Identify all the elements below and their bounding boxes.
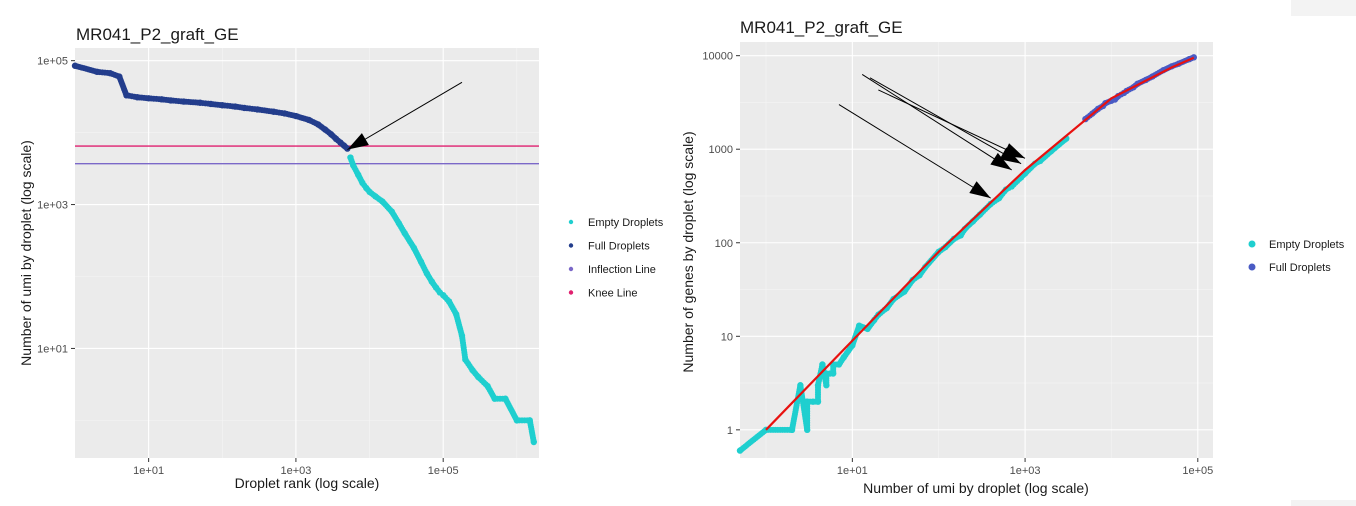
y-tick-label: 1000 xyxy=(709,144,733,156)
arrow-head xyxy=(969,181,991,199)
chart-right-legend: Empty Droplets Full Droplets xyxy=(1248,239,1345,274)
point-full-droplets xyxy=(239,104,246,111)
point-full-droplets xyxy=(216,102,223,109)
point-empty-droplets xyxy=(458,330,465,337)
point-full-droplets xyxy=(131,93,138,100)
point-empty-droplets xyxy=(814,384,821,391)
chart-left-hlines xyxy=(75,145,539,165)
x-tick-label: 1e+03 xyxy=(1010,465,1041,477)
arrow-shaft xyxy=(878,89,1026,159)
y-tick-label: 1e+01 xyxy=(37,343,68,355)
legend-label: Full Droplets xyxy=(1269,262,1331,274)
chart-right-x-ticks: 1e+01 1e+03 1e+05 xyxy=(837,458,1213,477)
chart-left-legend: Empty Droplets Full Droplets Inflection Li… xyxy=(568,217,664,300)
chart-left-y-ticks: 1e+01 1e+03 1e+05 xyxy=(37,56,75,355)
x-tick-label: 1e+05 xyxy=(1182,465,1213,477)
chart-right-grid xyxy=(740,42,1213,458)
legend-key-full-droplets xyxy=(1248,263,1256,271)
arrow-head xyxy=(1003,143,1026,159)
edge-widget-top xyxy=(1291,0,1356,16)
chart-left-title: MR041_P2_graft_GE xyxy=(76,25,239,44)
chart-right-arrows xyxy=(838,74,1026,199)
point-full-droplets xyxy=(229,103,236,110)
y-tick-label: 100 xyxy=(715,238,733,250)
chart-right-fit xyxy=(765,56,1195,431)
point-full-droplets xyxy=(194,99,201,106)
chart-right-title: MR041_P2_graft_GE xyxy=(740,18,903,37)
chart-right-y-axis-title: Number of genes by droplet (log scale) xyxy=(680,131,696,372)
legend-key-inflection-line xyxy=(568,266,574,272)
x-tick-label: 1e+01 xyxy=(133,465,164,477)
point-empty-droplets xyxy=(358,177,365,184)
point-full-droplets xyxy=(178,98,185,105)
legend-label: Knee Line xyxy=(588,288,638,300)
chart-right-panel xyxy=(740,42,1213,458)
chart-left-x-axis-title: Droplet rank (log scale) xyxy=(235,475,380,491)
y-tick-label: 10 xyxy=(721,331,733,343)
point-empty-droplets xyxy=(807,398,814,405)
legend-label: Empty Droplets xyxy=(588,217,664,229)
chart-left-points xyxy=(71,62,538,446)
fit-line xyxy=(765,56,1195,431)
point-full-droplets xyxy=(91,68,98,75)
point-full-droplets xyxy=(104,69,111,76)
chart-right-x-axis-title: Number of umi by droplet (log scale) xyxy=(863,480,1089,496)
chart-left-panel xyxy=(75,48,539,458)
point-full-droplets xyxy=(251,106,258,113)
legend-key-full-droplets xyxy=(568,243,574,248)
legend-key-empty-droplets xyxy=(1248,240,1256,248)
arrow-shaft xyxy=(838,104,991,199)
chart-left: MR041_P2_graft_GE 1e+01 1e+03 1e+05 1e+011… xyxy=(18,25,664,491)
arrow-head xyxy=(347,133,369,150)
arrow-head xyxy=(990,152,1012,170)
point-empty-droplets xyxy=(349,159,356,166)
point-empty-droplets xyxy=(431,282,438,289)
point-full-droplets xyxy=(335,137,342,144)
point-full-droplets xyxy=(205,100,212,107)
point-full-droplets xyxy=(268,108,275,115)
y-tick-label: 10000 xyxy=(702,51,733,63)
x-tick-label: 1e+05 xyxy=(428,465,459,477)
arrow-shaft xyxy=(861,74,1012,171)
x-tick-label: 1e+03 xyxy=(280,465,311,477)
point-empty-droplets xyxy=(530,436,537,443)
point-full-droplets xyxy=(342,144,349,151)
point-empty-droplets xyxy=(444,296,451,303)
legend-label: Full Droplets xyxy=(588,241,650,253)
y-tick-label: 1 xyxy=(727,425,733,437)
chart-right-y-ticks: 1 10 100 1000 10000 xyxy=(702,51,740,437)
legend-key-empty-droplets xyxy=(568,219,574,225)
arrow-shaft xyxy=(347,81,463,151)
chart-left-y-axis-title: Number of umi by droplet (log scale) xyxy=(18,140,34,366)
point-full-droplets xyxy=(143,95,150,102)
legend-key-knee-line xyxy=(568,290,574,295)
legend-label: Inflection Line xyxy=(588,264,656,276)
legend-label: Empty Droplets xyxy=(1269,239,1345,251)
chart-right: MR041_P2_graft_GE 1e+01 1e+03 1e+05 1 10 100… xyxy=(680,18,1345,496)
point-full-droplets xyxy=(156,96,163,103)
point-full-droplets xyxy=(278,109,285,116)
point-empty-droplets xyxy=(823,372,830,379)
x-tick-label: 1e+01 xyxy=(837,465,868,477)
point-full-droplets xyxy=(165,97,172,104)
y-tick-label: 1e+03 xyxy=(37,200,68,212)
y-tick-label: 1e+05 xyxy=(37,56,68,68)
point-empty-droplets xyxy=(434,287,441,294)
chart-left-arrows xyxy=(347,81,463,151)
edge-widget-bottom xyxy=(1291,500,1356,506)
point-empty-droplets xyxy=(361,182,368,189)
chart-left-x-ticks: 1e+01 1e+03 1e+05 xyxy=(133,458,459,477)
